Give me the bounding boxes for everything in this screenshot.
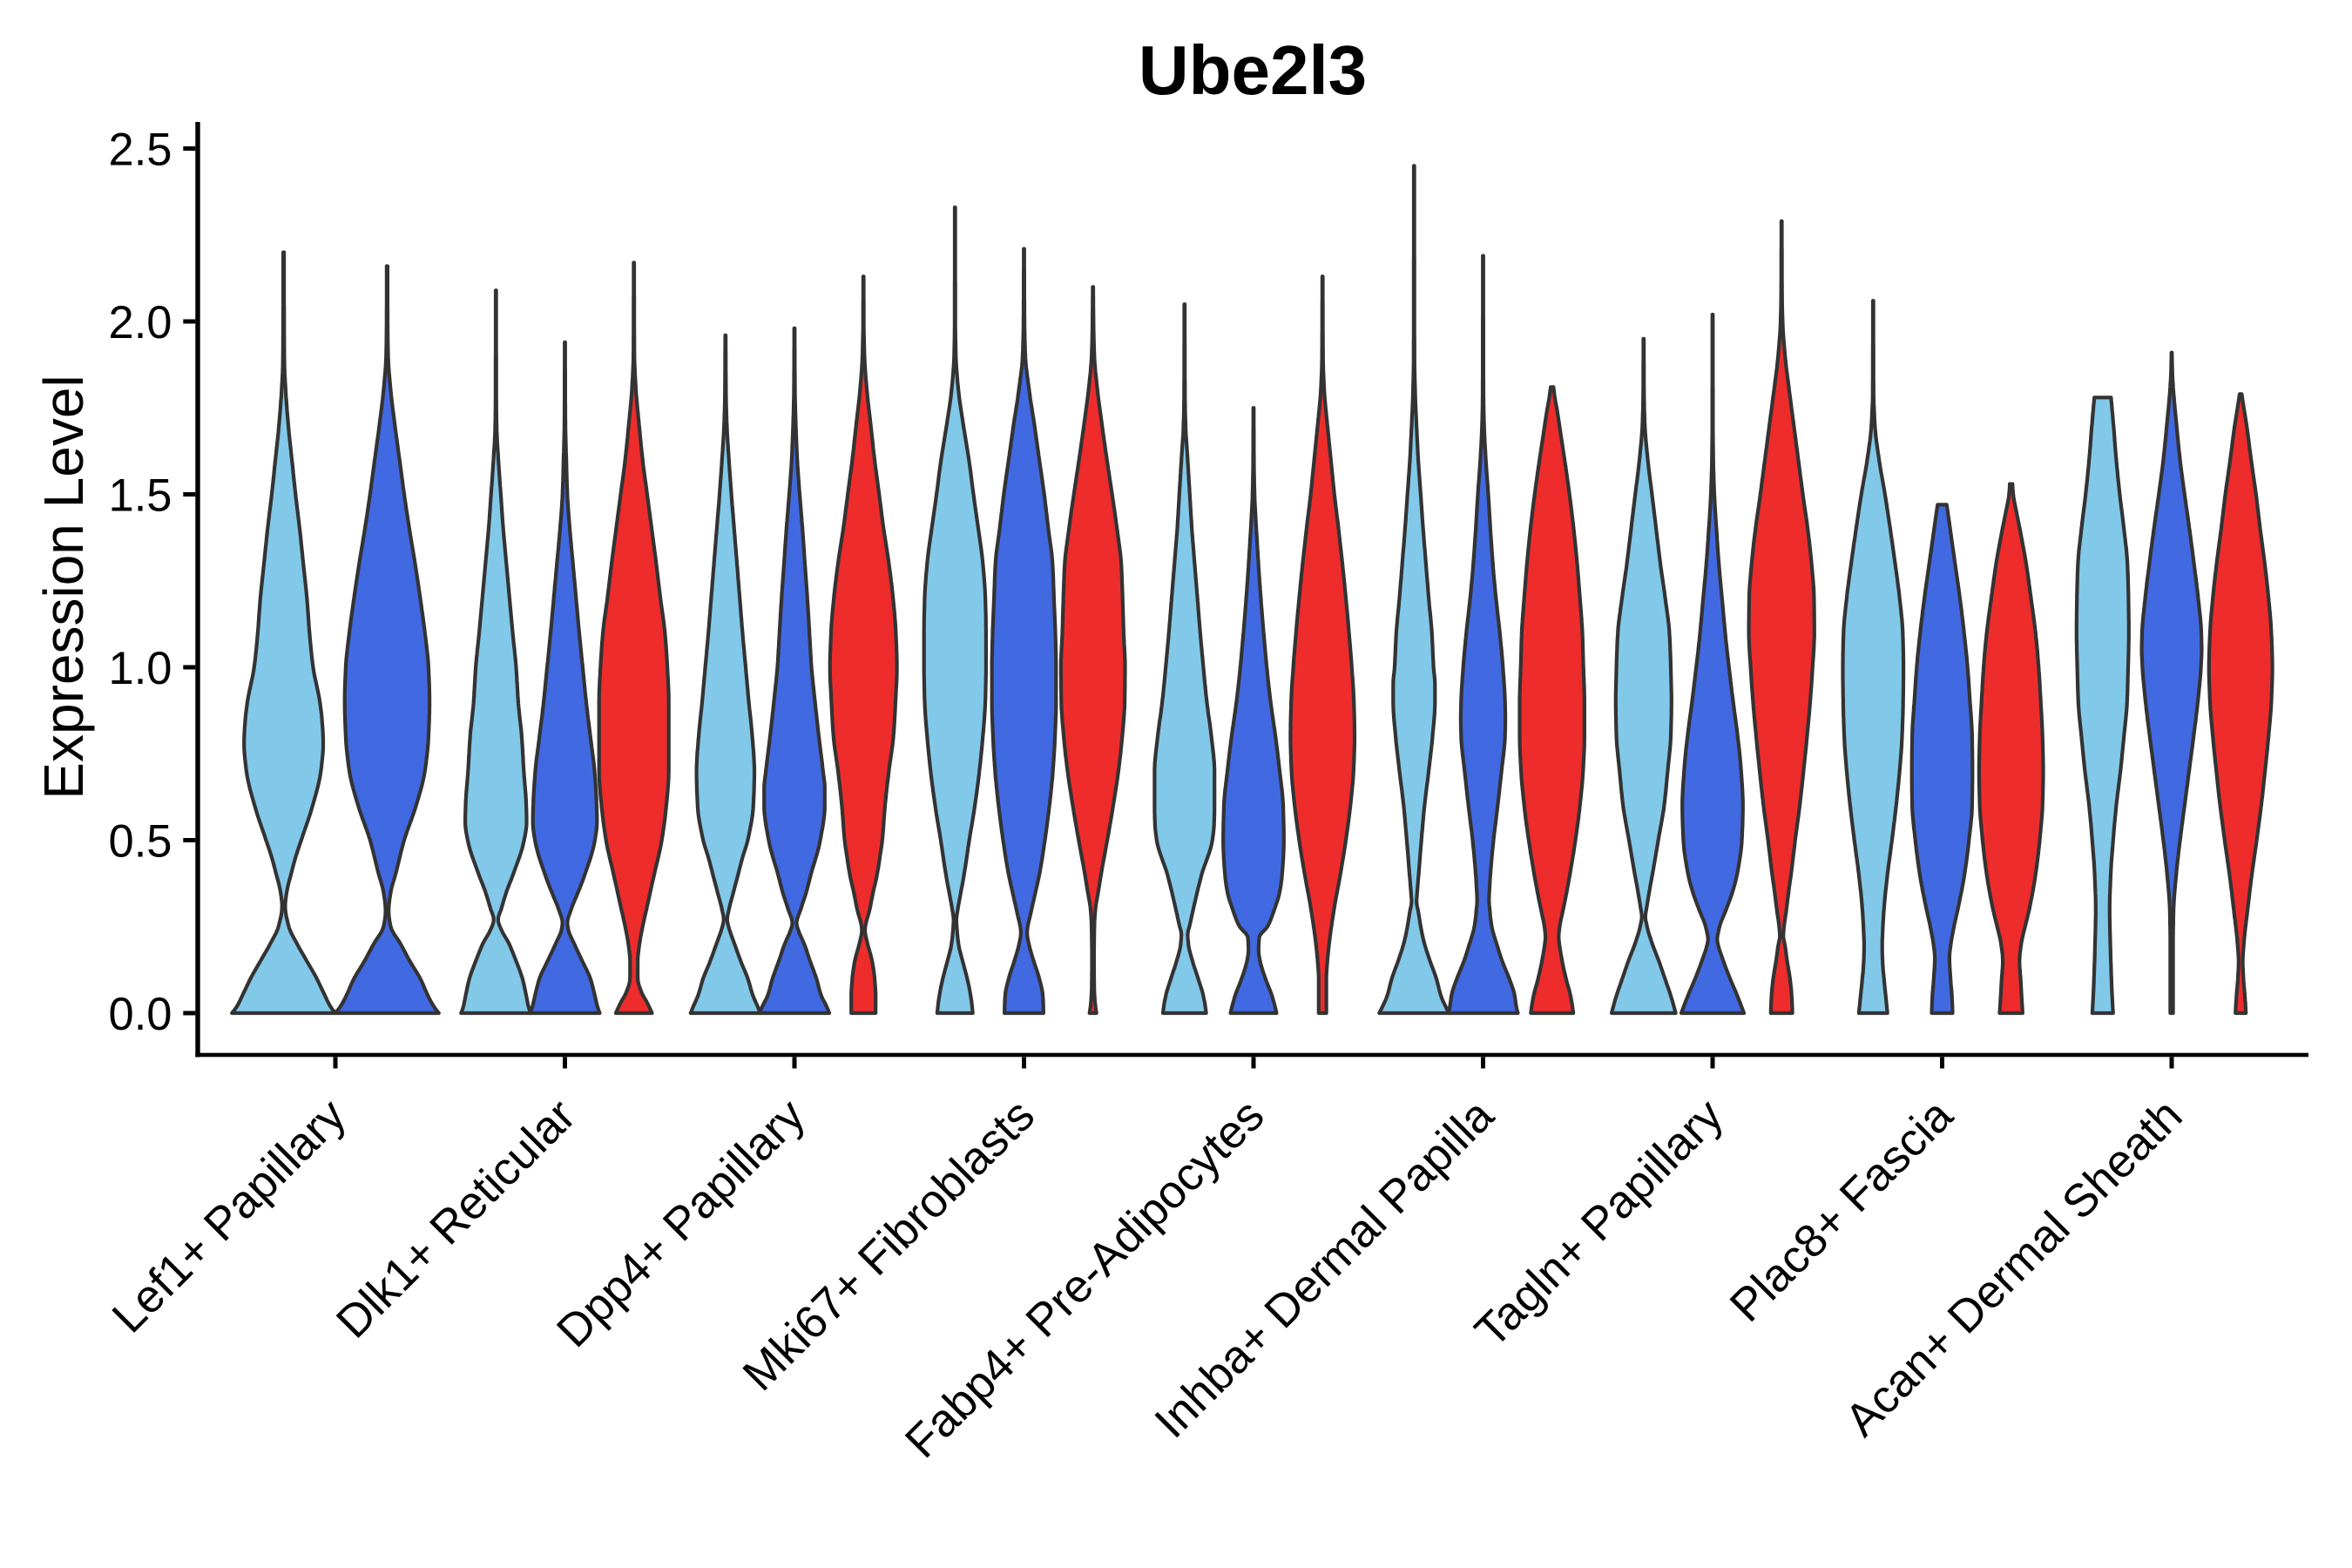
svg-text:1.5: 1.5 [109,470,172,522]
svg-text:Ube2l3: Ube2l3 [1139,31,1367,109]
svg-text:0.0: 0.0 [109,989,172,1040]
svg-text:2.5: 2.5 [109,125,172,176]
svg-text:0.5: 0.5 [109,816,172,868]
svg-text:1.0: 1.0 [109,643,172,694]
svg-text:Expression Level: Expression Level [32,375,95,799]
svg-text:2.0: 2.0 [109,297,172,348]
